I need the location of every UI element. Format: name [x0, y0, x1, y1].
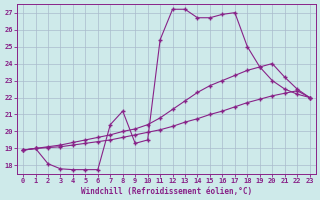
- X-axis label: Windchill (Refroidissement éolien,°C): Windchill (Refroidissement éolien,°C): [81, 187, 252, 196]
